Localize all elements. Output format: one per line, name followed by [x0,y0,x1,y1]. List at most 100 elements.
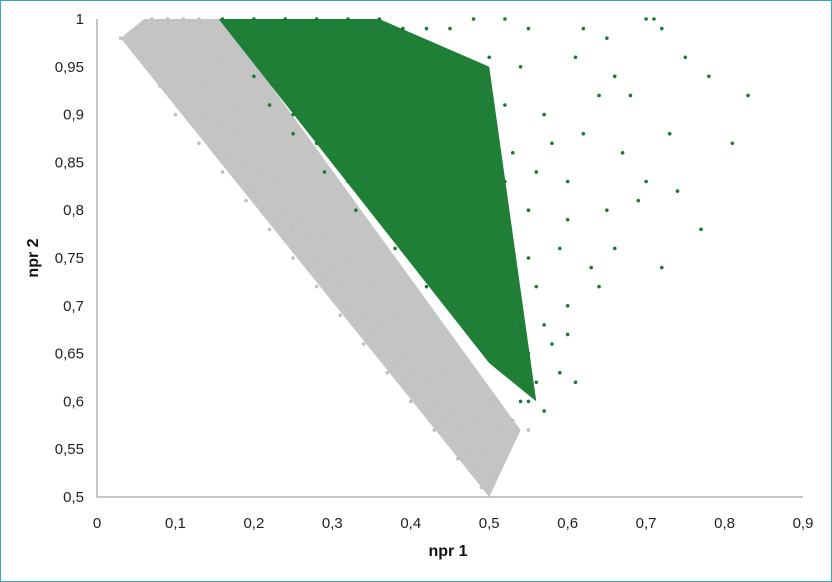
y-tick-label: 0,9 [63,107,84,124]
green-data-point [675,189,680,193]
green-data-point [565,217,570,222]
gray-data-point [173,45,178,50]
green-data-point [401,26,405,31]
gray-data-point [338,313,342,318]
green-data-point [220,17,225,21]
y-axis-title: npr 2 [25,238,42,277]
gray-data-point [471,418,476,423]
gray-data-point [408,370,413,375]
y-tick-label: 0,65 [55,346,84,363]
green-data-point [746,93,750,98]
green-data-point [291,131,295,136]
y-tick-label: 0,8 [63,202,84,219]
gray-data-point [393,361,397,365]
green-data-point [377,160,382,165]
green-data-point [267,103,272,107]
green-data-point [369,189,374,193]
green-data-point [644,17,648,21]
gray-data-point [471,466,476,471]
y-tick-label: 0,75 [55,250,84,267]
green-point-cloud [218,19,537,402]
x-tick-label: 0,3 [322,515,343,532]
x-tick-label: 0,5 [479,515,500,532]
green-data-point [534,284,539,289]
green-data-point [314,17,319,21]
gray-data-point [189,84,193,88]
green-data-point [291,112,295,117]
gray-point-cloud [120,19,521,497]
green-data-point [440,265,444,270]
gray-data-point [236,179,240,184]
gray-data-point [189,103,193,107]
gray-data-point [369,284,374,289]
gray-data-point [181,17,186,21]
gray-data-point [307,237,311,241]
green-data-point [377,217,382,222]
y-tick-label: 0,5 [63,489,84,506]
gray-data-point [244,198,248,203]
gray-data-point [173,112,178,117]
green-data-point [550,141,554,146]
gray-data-point [495,428,499,432]
green-data-point [267,45,272,50]
green-data-point [393,246,397,251]
gray-data-point [463,390,468,394]
green-data-point [510,370,515,375]
gray-data-point [314,256,319,260]
gray-data-point [408,399,413,404]
gray-data-point [142,55,146,60]
green-data-point [275,84,280,88]
green-data-point [471,304,476,308]
gray-data-point [236,103,240,107]
gray-data-point [456,428,460,432]
green-data-point [252,74,256,79]
y-tick-label: 0,6 [63,393,84,410]
x-tick-label: 0 [93,515,101,532]
gray-data-point [487,399,492,404]
green-data-point [322,112,327,117]
x-tick-label: 0,2 [243,515,264,532]
green-data-point [558,370,562,375]
green-data-point [644,179,648,184]
gray-data-point [361,313,366,318]
green-data-point [471,103,476,107]
gray-data-point [299,246,303,251]
gray-density-area [120,19,521,497]
green-data-point [283,17,288,21]
green-data-point [471,170,476,174]
gray-data-point [416,342,421,346]
green-data-point [542,112,546,117]
green-data-point [660,26,664,31]
gray-data-point [236,131,240,136]
green-data-point [503,103,507,107]
green-density-area [218,19,537,402]
gray-data-point [157,45,162,50]
gray-data-point [456,456,460,461]
gray-data-point [526,428,531,432]
x-axis-title: npr 1 [428,543,467,560]
y-tick-label: 0,55 [55,441,84,458]
gray-data-point [267,198,272,203]
green-data-point [424,26,429,31]
gray-data-point [291,227,295,232]
gray-data-point [448,437,452,442]
y-tick-label: 1 [76,11,84,28]
green-data-point [581,131,586,136]
green-data-point [416,131,421,136]
green-data-point [416,256,421,260]
gray-data-point [220,170,225,174]
gray-data-point [369,332,374,337]
green-data-point [463,275,468,279]
green-data-point [526,256,531,260]
green-data-point [503,179,507,184]
y-tick-label: 0,7 [63,298,84,315]
gray-data-point [173,74,178,79]
green-data-point [479,141,484,146]
green-data-point [322,170,327,174]
green-data-point [660,265,664,270]
green-data-point [518,399,523,404]
green-data-point [252,17,256,21]
green-data-point [542,409,546,413]
gray-data-point [424,380,429,385]
green-data-point [581,26,586,31]
